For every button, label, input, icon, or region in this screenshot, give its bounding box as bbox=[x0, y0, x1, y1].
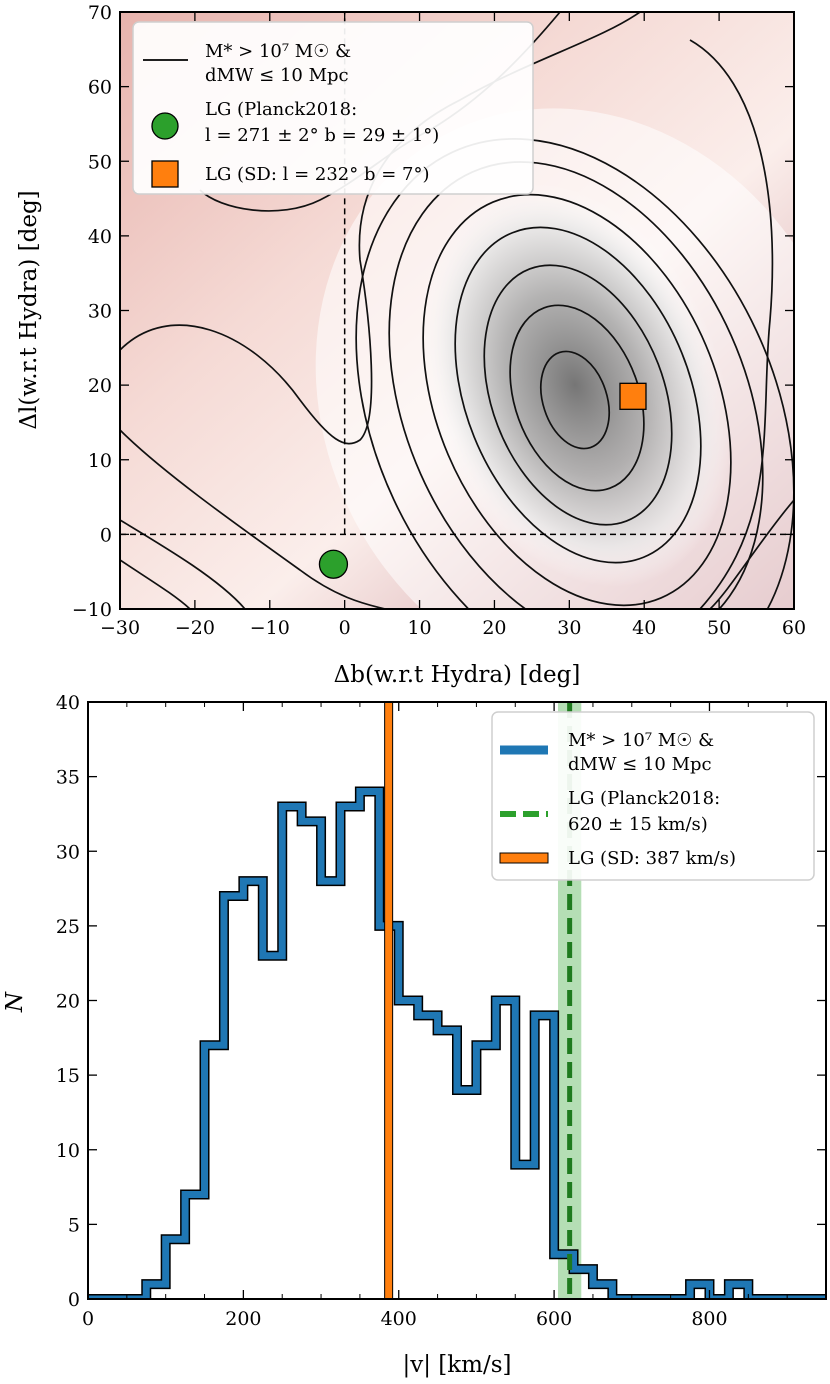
bottom-legend-box bbox=[491, 711, 815, 881]
legend-sd-vel-label: LG (SD: 387 km/s) bbox=[568, 848, 736, 869]
top-y-tick-label: 0 bbox=[100, 524, 112, 546]
legend-planck-label-line2: l = 271 ± 2° b = 29 ± 1°) bbox=[205, 125, 439, 146]
bottom-x-tick-label: 200 bbox=[225, 1308, 261, 1330]
legend-planck-label-line1: LG (Planck2018: bbox=[205, 99, 357, 120]
top-legend: M* > 10⁷ M☉ & dMW ≤ 10 Mpc LG (Planck201… bbox=[132, 21, 534, 195]
top-x-tick-label: 0 bbox=[339, 617, 351, 639]
top-x-tick-label: −30 bbox=[100, 617, 140, 639]
legend-sd-vel-swatch bbox=[499, 852, 549, 864]
point-sd-square bbox=[619, 382, 647, 410]
contour-3 bbox=[422, 193, 732, 607]
legend-histogram-label-line1: M* > 10⁷ M☉ & bbox=[568, 730, 714, 751]
contour-corner-right bbox=[709, 499, 794, 609]
top-y-tick-label: 40 bbox=[88, 226, 112, 248]
top-x-tick-label: 60 bbox=[782, 617, 806, 639]
bottom-y-axis-label: N bbox=[2, 991, 28, 1013]
top-x-tick-label: 50 bbox=[707, 617, 731, 639]
top-y-tick-label: 20 bbox=[88, 375, 112, 397]
bottom-x-axis-label: |v| [km/s] bbox=[402, 1352, 511, 1378]
top-x-tick-label: 30 bbox=[557, 617, 581, 639]
top-panel: −30 −20 −10 0 10 20 30 40 50 60 −10 0 10 20 30 40 50 60 70… bbox=[16, 2, 806, 688]
contour-7 bbox=[540, 350, 610, 450]
top-x-tick-label: 40 bbox=[632, 617, 656, 639]
bottom-panel: 0 200 400 600 800 0 5 10 15 20 25 30 35 40 |v| [km/s]… bbox=[2, 692, 827, 1378]
bottom-y-tick-label: 40 bbox=[56, 692, 80, 714]
top-x-tick-label: 10 bbox=[407, 617, 431, 639]
bottom-x-tick-label: 600 bbox=[536, 1308, 572, 1330]
contour-left-bottom bbox=[120, 429, 386, 609]
point-planck-circle bbox=[318, 549, 349, 579]
legend-planck-vel-label-line2: 620 ± 15 km/s) bbox=[568, 814, 708, 835]
bottom-y-tick-label: 0 bbox=[68, 1289, 80, 1311]
bottom-y-tick-label: 10 bbox=[56, 1140, 80, 1162]
top-x-tick-label: −20 bbox=[175, 617, 215, 639]
bottom-y-tick-label: 35 bbox=[56, 767, 80, 789]
top-y-tick-label: 30 bbox=[88, 301, 112, 323]
bottom-y-tick-label: 25 bbox=[56, 916, 80, 938]
top-y-tick-label: 10 bbox=[88, 450, 112, 472]
top-y-tick-label: 70 bbox=[88, 2, 112, 24]
legend-histogram-label-line2: dMW ≤ 10 Mpc bbox=[568, 754, 712, 775]
top-x-tick-label: 20 bbox=[482, 617, 506, 639]
top-x-axis-label: Δb(w.r.t Hydra) [deg] bbox=[334, 662, 581, 688]
top-y-tick-label: 50 bbox=[88, 151, 112, 173]
legend-planck-vel-label-line1: LG (Planck2018: bbox=[568, 788, 720, 809]
bottom-x-tick-label: 0 bbox=[82, 1308, 94, 1330]
bottom-legend: M* > 10⁷ M☉ & dMW ≤ 10 Mpc LG (Planck201… bbox=[491, 711, 815, 881]
legend-contour-label-line2: dMW ≤ 10 Mpc bbox=[205, 65, 349, 86]
top-y-axis-label: Δl(w.r.t Hydra) [deg] bbox=[16, 190, 42, 429]
bottom-x-tick-label: 800 bbox=[691, 1308, 727, 1330]
legend-sd-square-swatch bbox=[151, 160, 179, 188]
contour-4 bbox=[454, 226, 702, 564]
top-x-tick-label: −10 bbox=[250, 617, 290, 639]
bottom-y-tick-label: 20 bbox=[56, 991, 80, 1013]
top-y-tick-label: −10 bbox=[72, 599, 112, 621]
legend-sd-label: LG (SD: l = 232° b = 7°) bbox=[205, 164, 430, 185]
contour-6 bbox=[509, 304, 645, 492]
bottom-x-tick-label: 400 bbox=[381, 1308, 417, 1330]
top-legend-box bbox=[132, 21, 534, 195]
contour-5 bbox=[483, 264, 673, 526]
bottom-y-tick-label: 15 bbox=[56, 1065, 80, 1087]
density-peak-shade bbox=[419, 182, 731, 588]
contour-corner-left-1 bbox=[120, 559, 191, 609]
legend-planck-circle-swatch bbox=[151, 112, 179, 140]
bottom-y-tick-label: 5 bbox=[68, 1214, 80, 1236]
top-y-tick-label: 60 bbox=[88, 77, 112, 99]
bottom-y-tick-label: 30 bbox=[56, 841, 80, 863]
histogram-step-line-fill bbox=[88, 788, 826, 1299]
contour-corner-left-2 bbox=[120, 519, 246, 609]
contour-outer-right bbox=[689, 39, 774, 609]
legend-contour-label-line1: M* > 10⁷ M☉ & bbox=[205, 41, 351, 62]
